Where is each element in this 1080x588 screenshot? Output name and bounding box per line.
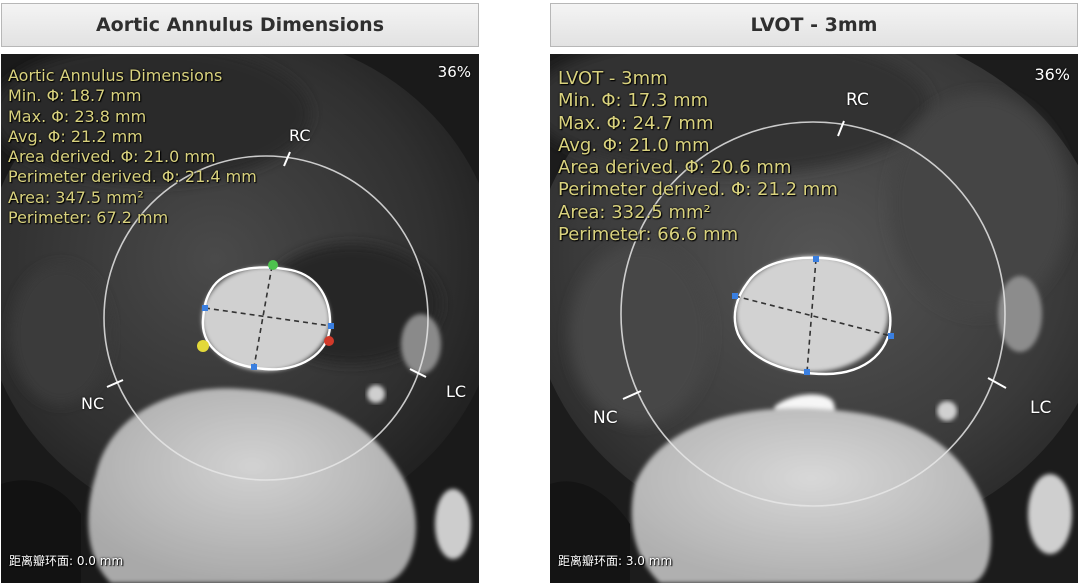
left-zoom-level: 36% [437, 63, 471, 81]
right-panel: LVOT - 3mm [550, 3, 1078, 583]
measure-min-diameter: Min. Φ: 17.3 mm [558, 90, 709, 112]
left-ct-image [1, 54, 479, 583]
right-distance-readout: 距离瓣环面: 3.0 mm [558, 554, 673, 568]
handle-bottom [804, 369, 810, 375]
measure-perimeter-derived: Perimeter derived. Φ: 21.2 mm [558, 179, 838, 201]
left-ct-viewport[interactable]: RC NC LC Aortic Annulus Dimensions Min. … [1, 54, 479, 583]
nc-tick [106, 379, 124, 388]
measure-perimeter: Perimeter: 66.6 mm [558, 224, 739, 246]
measure-avg-diameter: Avg. Φ: 21.0 mm [558, 134, 710, 156]
min-diameter-line [806, 258, 817, 373]
measure-avg-diameter: Avg. Φ: 21.2 mm [8, 126, 143, 146]
measure-title: Aortic Annulus Dimensions [8, 66, 223, 85]
handle-left [732, 293, 738, 299]
handle-left [202, 305, 208, 311]
rc-tick [837, 120, 845, 137]
measure-max-diameter: Max. Φ: 23.8 mm [8, 106, 147, 126]
right-ct-image [550, 54, 1078, 583]
measure-area: Area: 332.5 mm² [558, 201, 711, 223]
measure-max-diameter: Max. Φ: 24.7 mm [558, 112, 714, 134]
max-diameter-line [734, 295, 892, 337]
lc-label: LC [1030, 398, 1052, 418]
handle-top [813, 256, 819, 262]
lvot-contour [733, 256, 892, 376]
nc-tick [622, 390, 642, 400]
handle-right [888, 333, 894, 339]
green-cusp-marker [268, 260, 278, 270]
measure-area-derived: Area derived. Φ: 21.0 mm [8, 147, 216, 167]
measure-min-diameter: Min. Φ: 18.7 mm [8, 86, 142, 106]
right-measurement-readout: LVOT - 3mm Min. Φ: 17.3 mm Max. Φ: 24.7 … [558, 68, 838, 246]
rc-label: RC [289, 126, 311, 145]
rc-label: RC [846, 90, 869, 110]
yellow-cusp-marker [197, 340, 209, 352]
nc-label: NC [593, 408, 618, 428]
right-ct-viewport[interactable]: RC NC LC LVOT - 3mm Min. Φ: 17.3 mm Max.… [550, 54, 1078, 583]
measure-perimeter-derived: Perimeter derived. Φ: 21.4 mm [8, 167, 257, 187]
left-distance-readout: 距离瓣环面: 0.0 mm [9, 554, 124, 568]
max-diameter-line [204, 307, 332, 327]
min-diameter-line [253, 265, 273, 368]
right-panel-header[interactable]: LVOT - 3mm [550, 3, 1078, 47]
reference-ring [103, 155, 429, 481]
red-cusp-marker [324, 336, 334, 346]
lc-tick [987, 377, 1007, 389]
measure-area: Area: 347.5 mm² [8, 187, 144, 207]
right-annotation-overlay [620, 120, 1007, 507]
measure-title: LVOT - 3mm [558, 68, 668, 89]
reference-ring [620, 121, 1006, 507]
left-panel-header[interactable]: Aortic Annulus Dimensions [1, 3, 479, 47]
annulus-contour [201, 266, 332, 371]
left-panel: Aortic Annulus Dimensions [1, 3, 479, 583]
handle-bottom [251, 364, 257, 370]
lc-tick [409, 368, 427, 378]
measure-area-derived: Area derived. Φ: 20.6 mm [558, 157, 792, 179]
nc-label: NC [81, 394, 105, 413]
lc-label: LC [446, 382, 467, 401]
left-annotation-overlay [103, 151, 429, 481]
left-measurement-readout: Aortic Annulus Dimensions Min. Φ: 18.7 m… [8, 66, 257, 228]
rc-tick [283, 151, 291, 167]
handle-right [328, 323, 334, 329]
right-zoom-level: 36% [1034, 65, 1070, 84]
measure-perimeter: Perimeter: 67.2 mm [8, 208, 169, 228]
